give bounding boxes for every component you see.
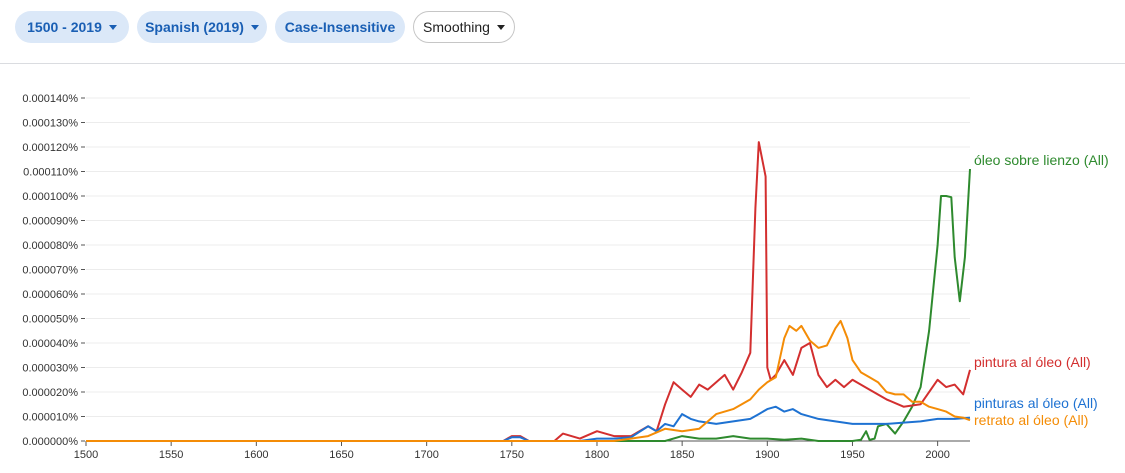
y-tick-label: 0.000000% (22, 436, 78, 448)
y-tick-label: 0.000070% (22, 265, 78, 277)
toolbar: 1500 - 2019 Spanish (2019) Case-Insensit… (0, 0, 1125, 64)
series-line (86, 168, 971, 442)
y-tick-label: 0.000100% (22, 191, 78, 203)
x-tick-label: 1550 (159, 449, 183, 461)
y-tick-label: 0.000030% (22, 363, 78, 375)
x-tick-label: 1600 (244, 449, 268, 461)
ngram-chart: 0.000000% 0.000010% 0.000020% 0.000030% 0.00… (22, 93, 1109, 461)
series-line (86, 405, 971, 442)
series-label: pintura al óleo (All) (974, 354, 1091, 370)
corpus-dropdown[interactable]: Spanish (2019) (137, 11, 267, 43)
y-tick-label: 0.000050% (22, 314, 78, 326)
x-tick-label: 1500 (74, 449, 98, 461)
x-tick-label: 1650 (329, 449, 353, 461)
x-tick-label: 1700 (414, 449, 438, 461)
case-toggle[interactable]: Case-Insensitive (275, 11, 405, 43)
y-tick-label: 0.000140% (22, 93, 78, 105)
y-tick-label: 0.000110% (23, 167, 78, 179)
series-label: pinturas al óleo (All) (974, 395, 1098, 411)
y-tick-label: 0.000080% (22, 240, 78, 252)
series-label: retrato al óleo (All) (974, 412, 1088, 428)
x-tick-label: 2000 (925, 449, 949, 461)
x-tick-label: 1850 (670, 449, 694, 461)
x-tick-label: 1800 (585, 449, 609, 461)
corpus-label: Spanish (2019) (145, 19, 244, 35)
series-label: óleo sobre lienzo (All) (974, 152, 1109, 168)
y-tick-label: 0.000090% (22, 216, 78, 228)
chevron-down-icon (496, 24, 505, 30)
y-tick-label: 0.000120% (22, 142, 78, 154)
x-tick-label: 1950 (840, 449, 864, 461)
y-tick-label: 0.000060% (22, 289, 78, 301)
series-line (86, 141, 971, 442)
smoothing-dropdown[interactable]: Smoothing (413, 11, 515, 43)
y-tick-label: 0.000020% (22, 387, 78, 399)
year-range-dropdown[interactable]: 1500 - 2019 (15, 11, 129, 43)
x-tick-label: 1900 (755, 449, 779, 461)
year-range-label: 1500 - 2019 (27, 19, 102, 35)
chevron-down-icon (108, 24, 117, 30)
series-line (86, 319, 971, 442)
x-tick-label: 1750 (500, 449, 524, 461)
chevron-down-icon (250, 24, 259, 30)
smoothing-label: Smoothing (423, 19, 490, 35)
y-tick-label: 0.000130% (22, 118, 78, 130)
case-label: Case-Insensitive (284, 19, 396, 35)
y-tick-label: 0.000040% (22, 338, 78, 350)
y-tick-label: 0.000010% (22, 412, 78, 424)
